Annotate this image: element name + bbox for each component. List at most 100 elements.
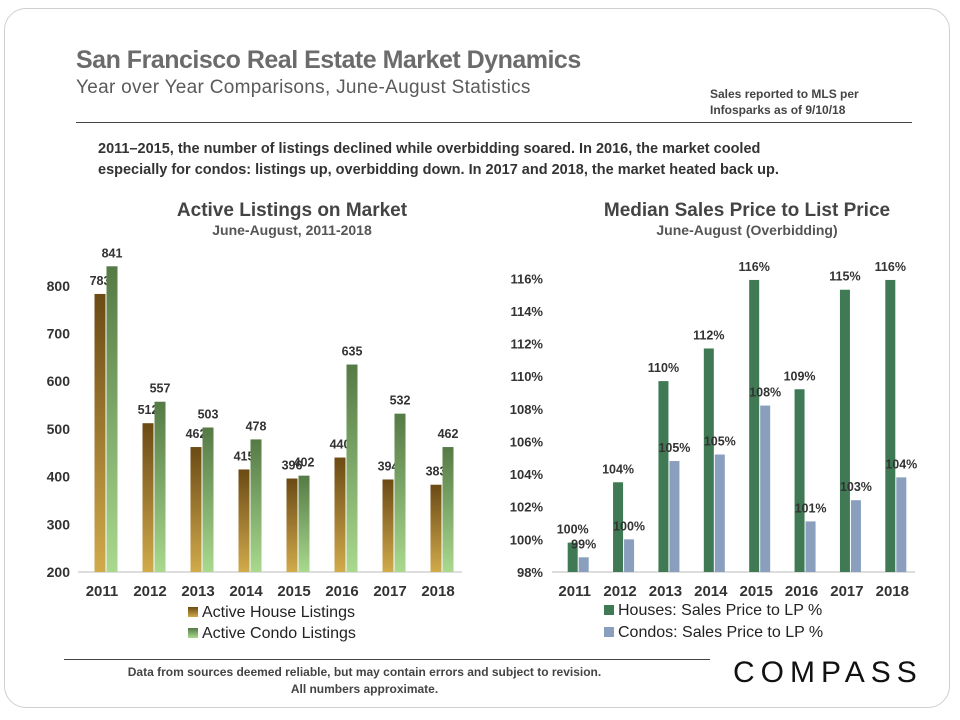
data-label: 104% [602, 462, 634, 476]
data-label: 402 [294, 456, 315, 470]
source-note-line1: Sales reported to MLS per [710, 87, 859, 101]
condo-bar-2014 [714, 454, 725, 572]
x-tick-label: 2012 [133, 583, 166, 600]
data-label: 512 [138, 403, 159, 417]
condo-bar-2013 [669, 461, 680, 572]
condo-bar-2016 [805, 521, 816, 572]
house-bar-2016 [334, 457, 346, 572]
house-bar-2015 [286, 478, 298, 572]
y-tick-label: 400 [47, 469, 71, 485]
condo-bar-2013 [202, 427, 214, 572]
legend-label: Condos: Sales Price to LP % [618, 624, 823, 641]
footer-line1: Data from sources deemed reliable, but m… [127, 665, 602, 679]
house-bar-2018 [885, 279, 896, 572]
house-bar-2013 [658, 381, 669, 572]
condo-bar-2011 [578, 557, 589, 572]
data-label: 635 [342, 345, 363, 359]
house-bar-2011 [94, 293, 106, 572]
data-label: 462 [438, 427, 459, 441]
data-label: 101% [795, 501, 827, 515]
y-tick-label: 104% [510, 467, 544, 482]
x-tick-label: 2016 [325, 583, 358, 600]
house-bar-2011 [567, 542, 578, 572]
chart-subtitle-1: June-August, 2011-2018 [212, 222, 372, 238]
footer-line2: All numbers approximate. [290, 682, 439, 696]
y-tick-label: 100% [510, 532, 544, 547]
condo-bar-2014 [250, 439, 262, 572]
condo-bar-2012 [624, 539, 635, 572]
house-bar-2016 [794, 389, 805, 572]
house-bar-2013 [190, 447, 202, 572]
data-label: 105% [658, 441, 690, 455]
x-tick-label: 2012 [603, 583, 636, 600]
legend-label: Houses: Sales Price to LP % [618, 602, 822, 619]
house-bar-2014 [238, 469, 250, 572]
data-label: 478 [246, 419, 267, 433]
legend-swatch [188, 607, 198, 617]
legend-swatch [604, 605, 614, 615]
data-label: 108% [749, 386, 781, 400]
data-label: 462 [186, 427, 207, 441]
y-tick-label: 110% [510, 369, 543, 384]
x-tick-label: 2011 [86, 583, 119, 600]
x-tick-label: 2015 [277, 583, 310, 600]
y-tick-label: 112% [510, 337, 543, 352]
data-label: 532 [390, 394, 411, 408]
y-tick-label: 114% [510, 304, 543, 319]
market-summary: 2011–2015, the number of listings declin… [98, 139, 868, 181]
page-subtitle: Year over Year Comparisons, June-August … [76, 77, 531, 98]
house-bar-2018 [430, 484, 442, 572]
x-tick-label: 2015 [740, 583, 773, 600]
x-tick-label: 2014 [694, 583, 728, 600]
y-tick-label: 106% [510, 434, 544, 449]
data-label: 783 [90, 274, 111, 288]
condo-bar-2011 [106, 266, 118, 572]
data-label: 109% [784, 369, 816, 383]
page-title: San Francisco Real Estate Market Dynamic… [76, 46, 581, 74]
footer-disclaimer: Data from sources deemed reliable, but m… [92, 664, 637, 698]
y-tick-label: 108% [510, 402, 544, 417]
legend-label: Active House Listings [202, 604, 355, 621]
data-label: 396 [282, 459, 303, 473]
data-label: 103% [840, 480, 872, 494]
data-label: 100% [613, 519, 645, 533]
house-bar-2017 [382, 479, 394, 572]
y-tick-label: 200 [47, 564, 71, 580]
condo-bar-2018 [442, 447, 454, 572]
condo-bar-2017 [394, 413, 406, 572]
chart-subtitle-2: June-August (Overbidding) [656, 222, 837, 238]
legend-label: Active Condo Listings [202, 625, 356, 642]
data-label: 503 [198, 407, 219, 421]
condo-bar-2012 [154, 401, 166, 572]
data-label: 110% [648, 361, 679, 375]
house-bar-2012 [142, 423, 154, 572]
footer-divider [64, 659, 710, 660]
y-tick-label: 300 [47, 516, 71, 532]
data-label: 104% [885, 457, 917, 471]
condo-bar-2015 [298, 475, 310, 572]
y-tick-label: 102% [510, 500, 544, 515]
chart-title-1: Active Listings on Market [177, 200, 408, 221]
data-label: 112% [693, 328, 724, 342]
page-frame [4, 8, 950, 708]
data-label: 394 [378, 459, 399, 473]
data-label: 841 [102, 246, 123, 260]
y-tick-label: 600 [47, 373, 71, 389]
x-tick-label: 2017 [830, 583, 863, 600]
x-tick-label: 2017 [373, 583, 406, 600]
data-label: 99% [571, 537, 596, 551]
condo-bar-2018 [896, 477, 907, 572]
x-tick-label: 2013 [181, 583, 214, 600]
data-label: 115% [829, 270, 860, 284]
x-tick-label: 2016 [785, 583, 818, 600]
summary-line2: especially for condos: listings up, over… [98, 162, 779, 178]
compass-logo: COMPASS [733, 656, 923, 689]
x-tick-label: 2011 [558, 583, 591, 600]
x-tick-label: 2018 [421, 583, 454, 600]
legend-swatch [604, 627, 614, 637]
condo-bar-2017 [850, 500, 861, 572]
y-tick-label: 700 [47, 326, 71, 342]
house-bar-2014 [703, 348, 714, 572]
house-bar-2012 [613, 482, 624, 572]
